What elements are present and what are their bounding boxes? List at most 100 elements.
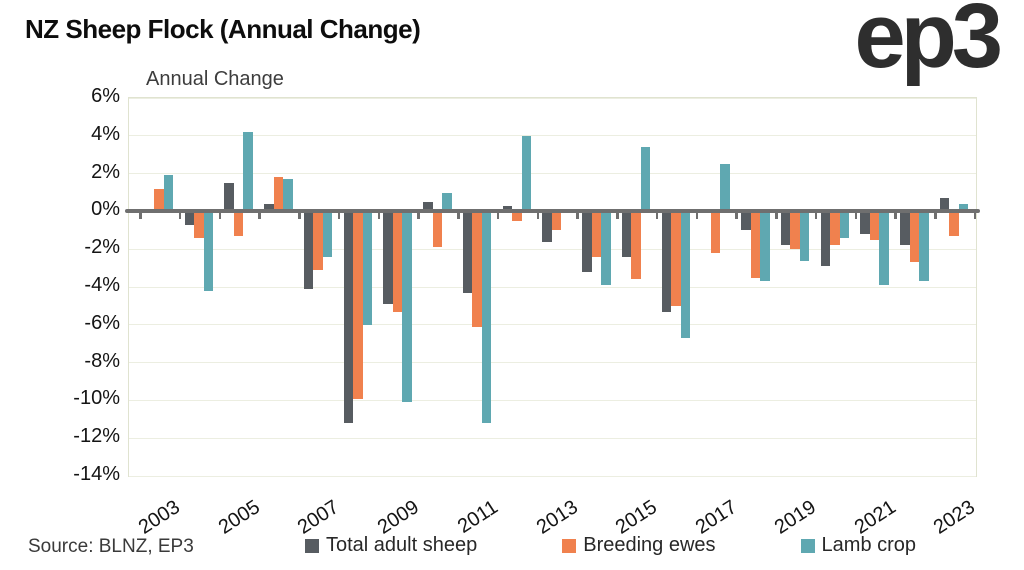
bar-lamb-crop-2023 (958, 203, 969, 212)
axis-tick (775, 213, 778, 220)
x-axis-label: 2017 (691, 496, 741, 539)
x-axis-label: 2021 (850, 496, 900, 539)
axis-tick (536, 213, 540, 220)
y-axis-label: -14% (73, 463, 120, 485)
gridline (129, 173, 976, 175)
axis-tick (298, 213, 301, 220)
bar-lamb-crop-2003 (163, 175, 174, 212)
bar-total-adult-sheep-2022 (900, 211, 910, 246)
gridline (129, 324, 976, 326)
bar-breeding-ewes-2015 (631, 211, 641, 280)
bar-breeding-ewes-2016 (671, 211, 681, 306)
bar-breeding-ewes-2013 (551, 211, 562, 231)
y-axis-label: -6% (84, 311, 120, 334)
bar-breeding-ewes-2019 (790, 211, 800, 250)
axis-tick (139, 213, 142, 220)
bar-breeding-ewes-2023 (949, 211, 959, 236)
bar-total-adult-sheep-2011 (462, 211, 473, 293)
bar-breeding-ewes-2017 (710, 211, 721, 253)
legend-item-lamb-crop: Lamb crop (800, 534, 916, 557)
gridline (129, 286, 976, 288)
bar-lamb-crop-2019 (799, 211, 810, 261)
y-axis-label: -12% (73, 425, 120, 448)
bar-lamb-crop-2015 (640, 147, 651, 212)
y-axis-label: 4% (91, 122, 120, 145)
bar-total-adult-sheep-2021 (860, 211, 870, 235)
axis-tick (973, 213, 977, 220)
gridline (129, 399, 976, 401)
x-axis-label: 2003 (134, 496, 184, 539)
bar-breeding-ewes-2020 (830, 211, 840, 246)
bar-lamb-crop-2011 (481, 211, 492, 424)
bar-total-adult-sheep-2020 (820, 211, 830, 267)
axis-tick (894, 213, 897, 220)
bar-total-adult-sheep-2005 (224, 183, 234, 212)
bar-breeding-ewes-2008 (353, 211, 363, 399)
bar-total-adult-sheep-2018 (741, 211, 751, 231)
bar-lamb-crop-2017 (720, 164, 730, 212)
y-axis-label: -4% (84, 274, 120, 296)
bar-total-adult-sheep-2015 (621, 211, 632, 257)
bar-total-adult-sheep-2009 (383, 211, 393, 304)
chart-subtitle: Annual Change (146, 68, 284, 90)
axis-tick (576, 213, 579, 220)
x-axis-label: 2013 (532, 496, 582, 539)
y-axis-label: -2% (84, 236, 120, 259)
gridline (129, 437, 976, 439)
legend-item-total-adult-sheep: Total adult sheep (305, 534, 477, 557)
gridline (129, 475, 976, 477)
legend-item-breeding-ewes: Breeding ewes (562, 534, 716, 557)
y-axis-label: -10% (73, 387, 120, 410)
axis-tick (457, 213, 460, 220)
bar-total-adult-sheep-2019 (780, 211, 791, 246)
y-axis-label: 0% (91, 198, 120, 221)
bar-breeding-ewes-2004 (194, 211, 204, 238)
bar-breeding-ewes-2022 (909, 211, 919, 263)
bar-total-adult-sheep-2014 (582, 211, 592, 272)
legend: Total adult sheep Breeding ewes Lamb crop (305, 534, 916, 557)
legend-swatch-total-adult-sheep (305, 538, 319, 553)
bar-lamb-crop-2014 (601, 211, 611, 286)
bar-lamb-crop-2005 (243, 132, 253, 212)
legend-label: Breeding ewes (583, 534, 716, 556)
bar-total-adult-sheep-2013 (542, 211, 552, 242)
y-axis-label: 2% (91, 160, 120, 183)
bar-lamb-crop-2022 (919, 211, 929, 282)
bar-lamb-crop-2016 (680, 211, 690, 339)
axis-tick (854, 213, 858, 220)
bar-breeding-ewes-2021 (869, 211, 880, 240)
y-axis-label: 6% (91, 85, 120, 107)
bar-lamb-crop-2020 (839, 211, 849, 238)
x-axis-label: 2023 (929, 496, 979, 539)
axis-tick (178, 213, 182, 220)
axis-tick (934, 213, 937, 220)
bar-lamb-crop-2007 (322, 211, 333, 257)
bar-lamb-crop-2006 (283, 179, 293, 212)
bar-lamb-crop-2008 (362, 211, 372, 325)
x-axis-label: 2011 (453, 496, 502, 538)
bar-breeding-ewes-2007 (313, 211, 323, 270)
axis-tick (377, 213, 381, 220)
axis-tick (655, 213, 659, 220)
bar-lamb-crop-2009 (402, 211, 412, 403)
bar-total-adult-sheep-2004 (184, 211, 194, 225)
x-axis-label: 2009 (373, 496, 423, 539)
bar-breeding-ewes-2003 (154, 188, 164, 212)
brand-logo: ep3 (854, 0, 1003, 87)
bar-lamb-crop-2018 (760, 211, 770, 282)
gridline (129, 135, 976, 137)
bar-lamb-crop-2012 (521, 135, 531, 212)
bar-breeding-ewes-2005 (233, 211, 244, 236)
bar-total-adult-sheep-2012 (502, 205, 512, 212)
axis-tick (417, 213, 420, 220)
legend-label: Total adult sheep (326, 534, 478, 556)
bar-total-adult-sheep-2023 (939, 198, 950, 212)
legend-swatch-lamb-crop (800, 538, 815, 553)
x-axis-label: 2005 (214, 496, 264, 539)
bar-breeding-ewes-2009 (392, 211, 403, 312)
gridline (129, 248, 976, 250)
legend-swatch-breeding-ewes (562, 538, 577, 553)
bar-breeding-ewes-2014 (591, 211, 601, 257)
source-note: Source: BLNZ, EP3 (28, 536, 194, 557)
bar-total-adult-sheep-2007 (303, 211, 314, 289)
